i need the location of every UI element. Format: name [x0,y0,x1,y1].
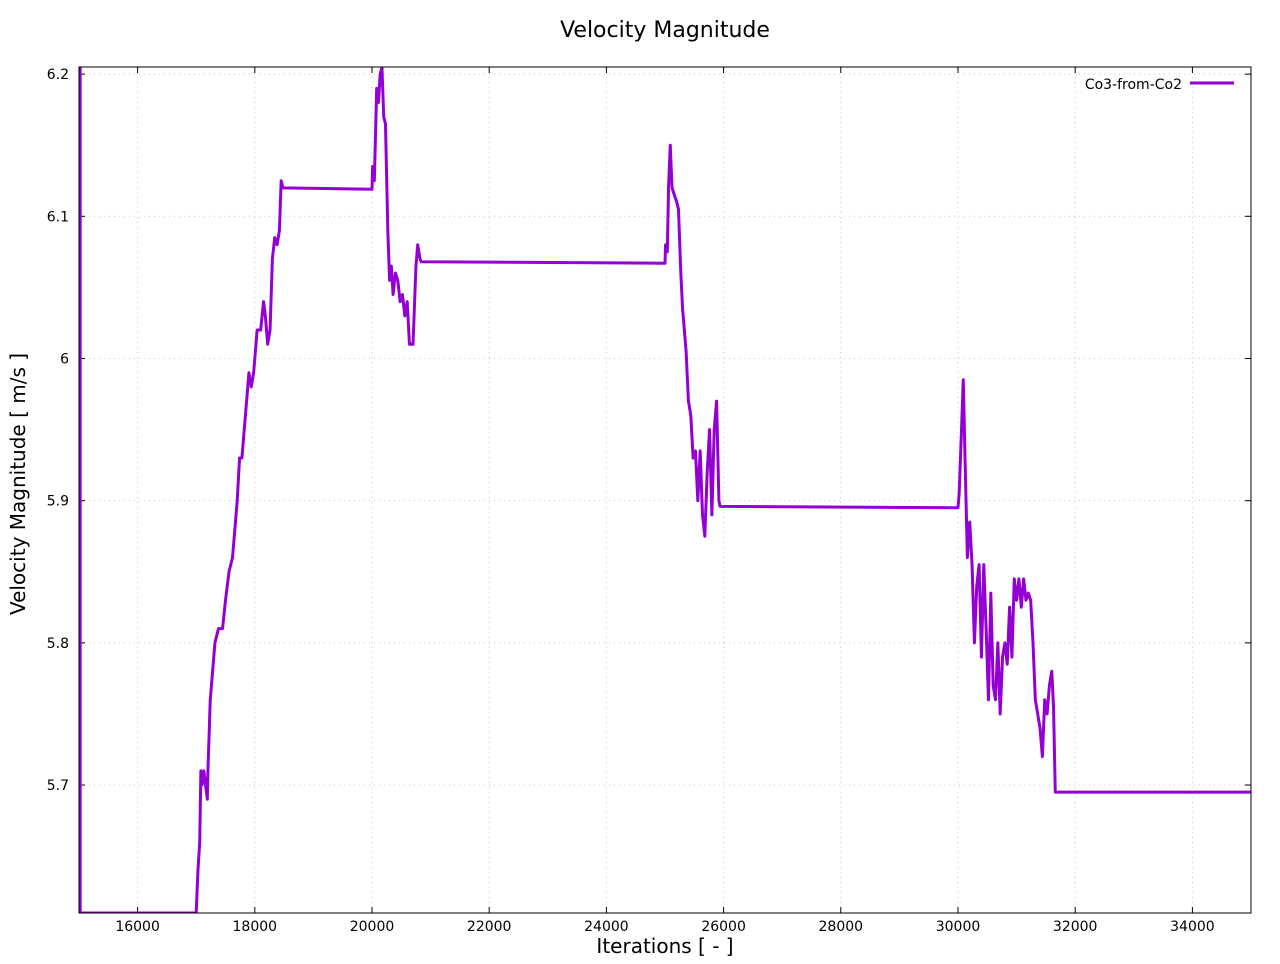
x-tick-label: 22000 [467,919,512,935]
x-tick-label: 28000 [819,919,864,935]
x-tick-label: 26000 [701,919,746,935]
y-axis-title: Velocity Magnitude [ m/s ] [6,353,30,615]
x-tick-label: 34000 [1170,919,1215,935]
x-tick-label: 16000 [115,919,160,935]
axis-ticks [79,67,1251,913]
x-tick-label: 18000 [233,919,278,935]
y-tick-label: 5.8 [47,636,69,652]
y-tick-label: 6 [60,351,69,367]
y-tick-label: 6.2 [47,67,69,83]
x-tick-label: 32000 [1053,919,1098,935]
y-tick-label: 6.1 [47,209,69,225]
x-tick-label: 30000 [936,919,981,935]
x-tick-label: 24000 [584,919,629,935]
x-tick-label: 20000 [350,919,395,935]
x-tick-labels: 16000 18000 20000 22000 24000 26000 28000 30000… [115,919,1214,935]
y-tick-label: 5.7 [47,778,69,794]
x-axis-title: Iterations [ - ] [596,934,733,958]
y-tick-labels: 5.7 5.8 5.9 6 6.1 6.2 [47,67,69,794]
y-tick-label: 5.9 [47,494,69,510]
series-line [79,67,1251,913]
chart-title: Velocity Magnitude [560,18,770,43]
plot-frame [78,66,1252,914]
series-layer [79,67,1251,913]
legend: Co3-from-Co2 [1085,77,1234,93]
grid-lines [79,67,1251,913]
legend-label: Co3-from-Co2 [1085,77,1182,93]
